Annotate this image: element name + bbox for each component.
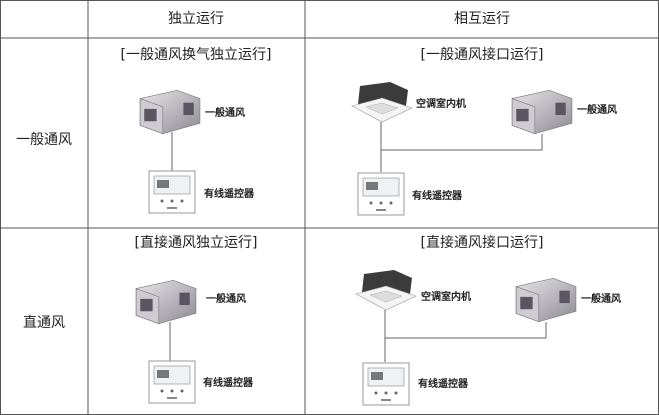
remote-icon <box>362 362 410 406</box>
header: 独立运行 <box>168 11 224 27</box>
device-label: 一般通风 <box>205 106 245 119</box>
header: 相互运行 <box>454 11 510 27</box>
cell-title: [直接通风接口运行] <box>421 234 544 251</box>
device-label: 有线遥控器 <box>412 189 463 202</box>
vent-icon <box>139 89 201 135</box>
cell-title: [一般通风换气独立运行] <box>121 46 272 63</box>
ac-icon <box>351 82 413 123</box>
device-label: 有线遥控器 <box>203 376 254 389</box>
cell-title: [一般通风接口运行] <box>421 46 544 63</box>
device-label: 一般通风 <box>581 292 621 305</box>
device-label: 一般通风 <box>206 292 246 305</box>
row-label: 直通风 <box>23 314 65 331</box>
device-label: 空调室内机 <box>421 290 471 303</box>
vent-icon <box>511 89 573 135</box>
device-label: 有线遥控器 <box>204 187 255 200</box>
remote-icon <box>357 172 405 216</box>
remote-icon <box>148 170 196 214</box>
device-label: 有线遥控器 <box>418 377 469 390</box>
vent-icon <box>515 277 577 323</box>
row-label: 一般通风 <box>16 132 72 148</box>
device-label: 一般通风 <box>577 103 617 116</box>
ac-icon <box>355 270 417 311</box>
remote-icon <box>148 360 196 404</box>
cell-title: [直接通风独立运行] <box>135 234 258 251</box>
device-label: 空调室内机 <box>416 97 466 110</box>
vent-icon <box>135 279 197 325</box>
